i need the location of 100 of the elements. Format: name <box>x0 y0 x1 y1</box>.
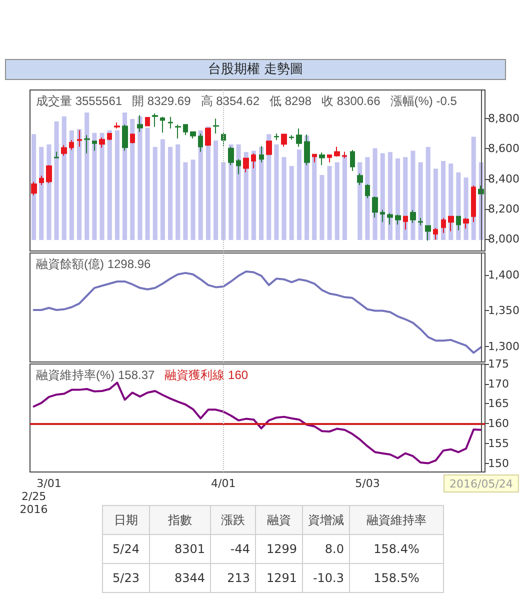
annotation: 低 8298 <box>270 93 312 110</box>
bar <box>259 146 264 240</box>
candlestick <box>183 124 188 136</box>
y-tick-label: 170 <box>488 377 509 390</box>
bar <box>236 144 241 240</box>
x-tick-label: 2016/05/24 <box>450 478 513 490</box>
candlestick <box>433 227 438 240</box>
candlestick <box>387 212 393 226</box>
x-tick-label: 3/01 <box>36 477 62 490</box>
candlestick <box>304 134 310 166</box>
annotation: 融資維持率(%) 158.37 <box>36 367 155 384</box>
y-tick-label: 165 <box>488 397 509 410</box>
bar <box>62 116 66 240</box>
candlestick <box>198 132 203 152</box>
y-tick-label: 8,600 <box>488 142 520 156</box>
line-series <box>32 382 482 464</box>
candlestick <box>350 150 355 172</box>
bar <box>39 146 44 240</box>
candlestick <box>441 218 446 234</box>
y-tick-label: 175 <box>488 358 509 370</box>
y-tick-label: 150 <box>488 456 509 470</box>
text: 資增減 <box>302 506 350 534</box>
candlestick <box>289 134 294 140</box>
line-series <box>32 270 482 354</box>
text: 漲跌 <box>210 506 256 534</box>
text: 8.0 <box>302 534 350 564</box>
bar <box>396 158 400 240</box>
y-tick-label: 155 <box>488 436 509 450</box>
candlestick <box>31 181 37 196</box>
candlestick <box>281 134 287 148</box>
candlestick <box>403 216 408 230</box>
candlestick <box>107 132 112 141</box>
text: 8301 <box>150 534 210 564</box>
candlestick <box>175 124 181 139</box>
candlestick <box>418 218 423 226</box>
y-tick-label: 1,300 <box>488 340 520 353</box>
bar <box>92 132 97 240</box>
candlestick <box>46 164 52 184</box>
text: 5/23 <box>102 564 150 592</box>
candlestick <box>365 184 370 199</box>
candlestick <box>122 124 128 152</box>
candlestick <box>137 114 143 132</box>
candlestick <box>357 172 363 186</box>
bar <box>296 149 302 240</box>
text: -44 <box>210 534 256 564</box>
x-tick-label: 5/03 <box>355 477 380 490</box>
bar <box>327 166 332 240</box>
text: 指數 <box>150 506 210 534</box>
bar <box>403 157 408 240</box>
candlestick <box>190 131 196 139</box>
y-tick-label: 8,200 <box>488 202 520 216</box>
y-tick-label: 1,350 <box>488 304 520 318</box>
bar <box>320 174 324 240</box>
candlestick <box>243 158 249 173</box>
candlestick <box>425 225 431 242</box>
candlestick <box>274 132 279 141</box>
candlestick <box>99 137 105 148</box>
bar <box>114 130 120 240</box>
bar <box>152 146 158 240</box>
candlestick <box>463 218 469 230</box>
candlestick <box>152 112 158 128</box>
bar <box>380 153 385 240</box>
candlestick <box>213 118 219 134</box>
ref-line-label: 融資獲利線 160 <box>164 367 248 384</box>
candlestick <box>69 140 74 151</box>
candlestick <box>77 130 82 148</box>
bar <box>289 166 294 240</box>
text: 1299 <box>256 534 302 564</box>
candlestick <box>372 196 378 218</box>
bar <box>77 129 82 240</box>
y-tick-label: 160 <box>488 417 509 430</box>
candlestick <box>251 152 256 169</box>
candlestick <box>312 154 317 163</box>
bar <box>312 157 317 240</box>
candlestick <box>228 146 234 166</box>
candlestick <box>319 152 325 166</box>
chart-title: 台股期權 走勢圖 <box>5 59 506 80</box>
bar <box>176 144 180 240</box>
bar <box>342 154 347 240</box>
annotation: 成交量 3555561 <box>36 93 122 110</box>
candlestick <box>39 175 44 186</box>
candlestick <box>54 151 59 159</box>
candlestick <box>296 128 302 148</box>
text: 158.5% <box>350 564 444 592</box>
candlestick <box>380 209 385 223</box>
bar <box>168 146 173 240</box>
bar <box>100 132 104 240</box>
candlestick <box>448 216 454 232</box>
candlestick <box>205 128 211 146</box>
candlestick <box>410 210 416 224</box>
y-tick-label: 1,400 <box>488 268 520 282</box>
candlestick <box>114 122 120 130</box>
bar <box>130 118 135 240</box>
bar <box>107 130 112 240</box>
bar <box>54 121 59 240</box>
candlestick <box>61 144 67 156</box>
candlestick <box>456 216 461 231</box>
text: 158.4% <box>350 534 444 564</box>
candlestick <box>236 158 241 175</box>
candlestick <box>160 116 165 134</box>
